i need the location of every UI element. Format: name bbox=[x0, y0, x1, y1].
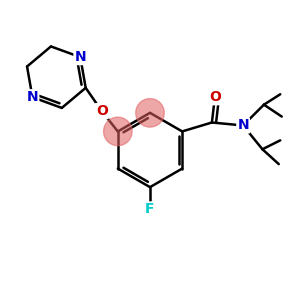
Text: N: N bbox=[74, 50, 86, 64]
Text: N: N bbox=[27, 90, 38, 104]
Text: N: N bbox=[237, 118, 249, 133]
Circle shape bbox=[103, 117, 132, 146]
Text: O: O bbox=[209, 90, 221, 104]
Circle shape bbox=[136, 99, 164, 127]
Text: F: F bbox=[145, 202, 155, 216]
Text: O: O bbox=[96, 104, 108, 118]
